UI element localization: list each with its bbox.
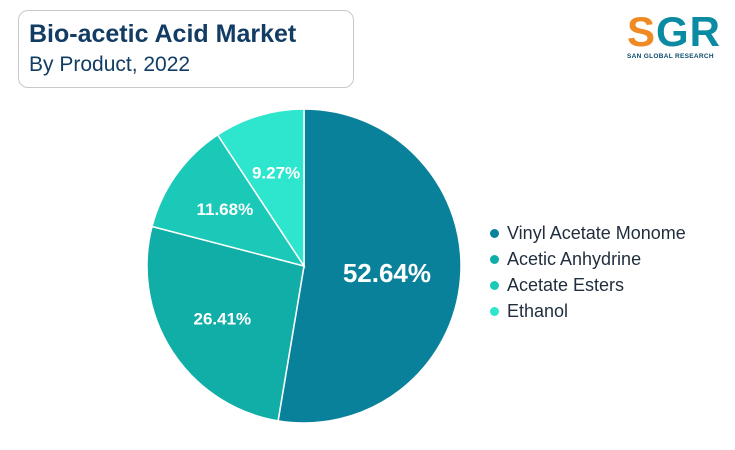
data-label-1: 26.41% (193, 309, 251, 328)
pie-slice-1 (146, 225, 305, 422)
data-label-0: 52.64% (343, 258, 431, 288)
chart-title: Bio-acetic Acid Market (29, 20, 297, 48)
pie-slice-3 (216, 108, 305, 269)
legend-label: Acetate Esters (507, 274, 625, 295)
chart-legend: Vinyl Acetate Monome Acetic Anhydrine Acet… (490, 220, 686, 324)
title-box: Bio-acetic Acid Market By Product, 2022 (18, 10, 354, 88)
legend-item: Vinyl Acetate Monome (490, 220, 686, 246)
legend-label: Acetic Anhydrine (507, 248, 642, 269)
legend-swatch (490, 254, 499, 264)
legend-label: Vinyl Acetate Monome (507, 222, 686, 243)
legend-item: Ethanol (490, 298, 686, 324)
legend-item: Acetic Anhydrine (490, 246, 686, 272)
pie-slice-2 (151, 133, 306, 268)
legend-swatch (490, 306, 499, 316)
brand-logo: SGR SAN GLOBAL RESEARCH (627, 8, 722, 64)
pie-slice-0 (277, 108, 462, 424)
chart-subtitle: By Product, 2022 (29, 53, 191, 76)
legend-label: Ethanol (507, 300, 569, 321)
legend-swatch (490, 280, 499, 290)
logo-mark: SGR (627, 8, 722, 55)
legend-item: Acetate Esters (490, 272, 686, 298)
logo-tagline: SAN GLOBAL RESEARCH (627, 53, 714, 60)
legend-swatch (490, 228, 499, 238)
data-label-3: 9.27% (252, 163, 300, 182)
data-label-2: 11.68% (196, 200, 253, 219)
